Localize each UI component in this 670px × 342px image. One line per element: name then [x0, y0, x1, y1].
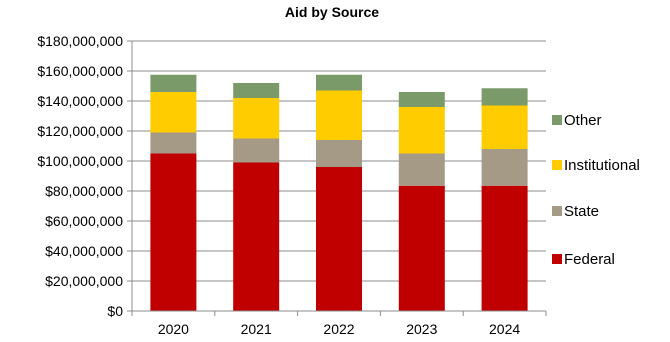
bar-federal-2021 — [233, 162, 280, 311]
bar-state-2024 — [481, 149, 528, 186]
y-tick-label: $60,000,000 — [45, 213, 123, 229]
chart-title: Aid by Source — [285, 4, 379, 20]
legend-label-state: State — [564, 203, 599, 220]
legend-label-institutional: Institutional — [564, 157, 640, 174]
legend-swatch-other — [552, 115, 562, 125]
bar-state-2022 — [316, 140, 362, 167]
bar-state-2021 — [233, 138, 280, 163]
legend-swatch-federal — [552, 254, 562, 264]
x-tick-label: 2024 — [489, 321, 520, 337]
y-tick-label: $180,000,000 — [37, 33, 123, 49]
y-tick-label: $40,000,000 — [45, 243, 123, 259]
bar-other-2021 — [233, 83, 280, 98]
x-tick-label: 2022 — [323, 321, 354, 337]
y-tick-label: $100,000,000 — [37, 153, 123, 169]
y-tick-label: $120,000,000 — [37, 123, 123, 139]
bar-other-2023 — [398, 92, 445, 107]
y-tick-label: $0 — [107, 303, 123, 319]
bar-institutional-2024 — [481, 105, 528, 149]
x-tick-label: 2021 — [241, 321, 272, 337]
x-tick-label: 2023 — [406, 321, 437, 337]
axes: $0 $20,000,000 $40,000,000 $60,000,000 $80,0… — [37, 33, 547, 337]
legend-label-federal: Federal — [564, 251, 615, 268]
bar-state-2020 — [150, 132, 197, 154]
legend-swatch-institutional — [552, 160, 562, 170]
bar-federal-2022 — [316, 167, 362, 311]
y-tick-label: $80,000,000 — [45, 183, 123, 199]
legend: Other Institutional State Federal — [552, 112, 640, 268]
bar-other-2022 — [316, 74, 362, 91]
bar-institutional-2022 — [316, 90, 362, 140]
bar-institutional-2023 — [398, 107, 445, 154]
bar-institutional-2021 — [233, 98, 280, 139]
bar-state-2023 — [398, 153, 445, 186]
bar-federal-2023 — [398, 185, 445, 311]
y-tick-label: $20,000,000 — [45, 273, 123, 289]
bar-other-2024 — [481, 88, 528, 106]
legend-label-other: Other — [564, 112, 602, 129]
legend-swatch-state — [552, 206, 562, 216]
y-tick-label: $160,000,000 — [37, 63, 123, 79]
bar-federal-2020 — [150, 153, 197, 311]
bar-other-2020 — [150, 74, 197, 92]
bar-institutional-2020 — [150, 92, 197, 133]
bars — [150, 74, 528, 311]
x-tick-label: 2020 — [158, 321, 189, 337]
y-tick-label: $140,000,000 — [37, 93, 123, 109]
bar-federal-2024 — [481, 185, 528, 311]
